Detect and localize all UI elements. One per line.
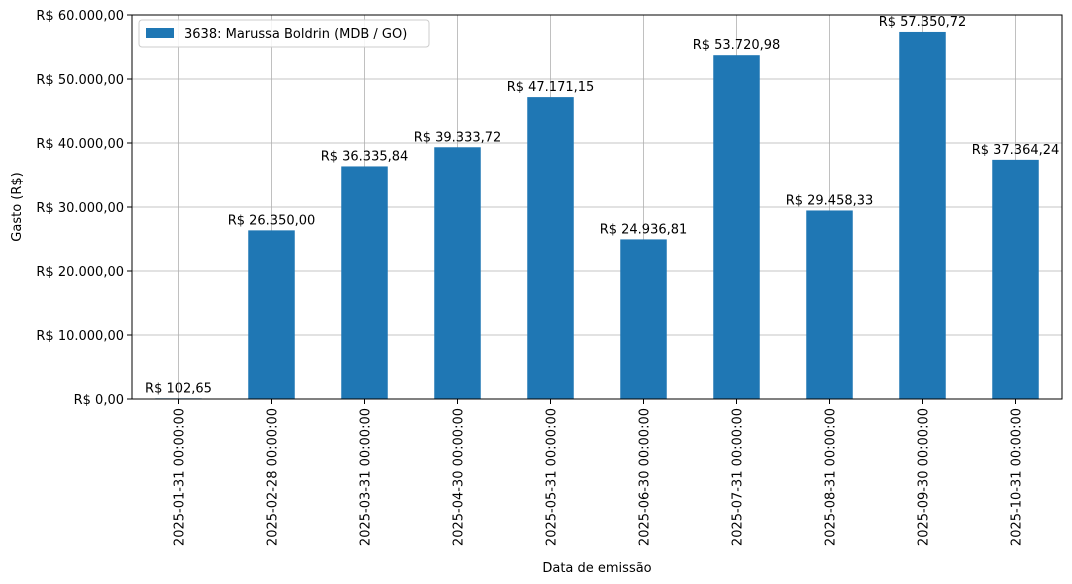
bar bbox=[248, 230, 295, 399]
y-tick-label: R$ 50.000,00 bbox=[36, 73, 124, 88]
x-axis-label: Data de emissão bbox=[542, 561, 651, 576]
x-tick-label: 2025-04-30 00:00:00 bbox=[452, 408, 467, 546]
bar bbox=[992, 159, 1039, 399]
y-tick-label: R$ 20.000,00 bbox=[36, 265, 124, 280]
bar bbox=[899, 31, 946, 400]
bar bbox=[434, 147, 481, 399]
x-tick-label: 2025-10-31 00:00:00 bbox=[1010, 408, 1025, 546]
data-label: R$ 57.350,72 bbox=[879, 15, 967, 30]
y-tick-label: R$ 60.000,00 bbox=[36, 9, 124, 24]
bar bbox=[527, 97, 574, 399]
bars bbox=[155, 31, 1039, 400]
data-label: R$ 39.333,72 bbox=[414, 130, 502, 145]
data-label: R$ 36.335,84 bbox=[321, 149, 409, 164]
x-tick-label: 2025-05-31 00:00:00 bbox=[545, 408, 560, 546]
x-tick-label: 2025-03-31 00:00:00 bbox=[359, 408, 374, 546]
x-tick-label: 2025-01-31 00:00:00 bbox=[173, 408, 188, 546]
legend-label: 3638: Marussa Boldrin (MDB / GO) bbox=[184, 27, 407, 42]
data-label: R$ 53.720,98 bbox=[693, 38, 781, 53]
x-axis: 2025-01-31 00:00:00 2025-02-28 00:00:00 20… bbox=[173, 399, 1025, 546]
bar bbox=[713, 55, 760, 399]
bar bbox=[620, 239, 667, 399]
bar bbox=[341, 166, 388, 399]
y-axis-label: Gasto (R$) bbox=[10, 172, 25, 241]
bar bbox=[806, 210, 853, 399]
legend: 3638: Marussa Boldrin (MDB / GO) bbox=[138, 19, 430, 48]
y-tick-label: R$ 30.000,00 bbox=[36, 201, 124, 216]
y-tick-label: R$ 10.000,00 bbox=[36, 329, 124, 344]
data-label: R$ 24.936,81 bbox=[600, 222, 688, 237]
legend-box bbox=[138, 19, 430, 48]
data-labels: R$ 102,65 R$ 26.350,00 R$ 36.335,84 R$ 39.3… bbox=[145, 15, 1059, 396]
x-tick-label: 2025-08-31 00:00:00 bbox=[824, 408, 839, 546]
data-label: R$ 29.458,33 bbox=[786, 193, 874, 208]
data-label: R$ 102,65 bbox=[145, 381, 212, 396]
data-label: R$ 47.171,15 bbox=[507, 80, 595, 95]
y-tick-label: R$ 40.000,00 bbox=[36, 137, 124, 152]
x-tick-label: 2025-09-30 00:00:00 bbox=[917, 408, 932, 546]
y-axis: R$ 0,00 R$ 10.000,00 R$ 20.000,00 R$ 30.000… bbox=[36, 9, 132, 408]
legend-swatch bbox=[146, 28, 174, 38]
data-label: R$ 37.364,24 bbox=[972, 143, 1060, 158]
x-tick-label: 2025-06-30 00:00:00 bbox=[638, 408, 653, 546]
x-tick-label: 2025-07-31 00:00:00 bbox=[731, 408, 746, 546]
data-label: R$ 26.350,00 bbox=[228, 213, 316, 228]
y-tick-label: R$ 0,00 bbox=[74, 393, 124, 408]
x-tick-label: 2025-02-28 00:00:00 bbox=[266, 408, 281, 546]
